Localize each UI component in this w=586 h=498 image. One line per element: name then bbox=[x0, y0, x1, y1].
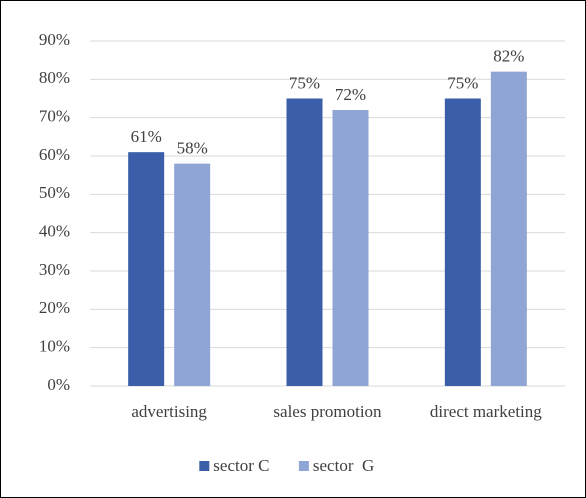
y-tick-label: 40% bbox=[39, 222, 70, 241]
bar bbox=[286, 98, 323, 386]
bar bbox=[174, 163, 211, 386]
bar bbox=[128, 152, 165, 386]
y-tick-label: 0% bbox=[47, 375, 70, 394]
y-tick-label: 60% bbox=[39, 145, 70, 164]
y-tick-label: 70% bbox=[39, 107, 70, 126]
legend-swatch bbox=[298, 461, 309, 471]
y-tick-label: 20% bbox=[39, 298, 70, 317]
y-tick-label: 80% bbox=[39, 68, 70, 87]
y-tick-label: 10% bbox=[39, 337, 70, 356]
legend-swatch bbox=[199, 461, 210, 471]
y-tick-label: 90% bbox=[39, 30, 70, 49]
bar bbox=[332, 110, 369, 386]
bar bbox=[490, 71, 527, 387]
legend-label: sector C bbox=[213, 456, 269, 475]
y-tick-label: 50% bbox=[39, 183, 70, 202]
data-label: 82% bbox=[493, 47, 524, 66]
x-tick-label: advertising bbox=[131, 402, 207, 421]
legend-label: sector G bbox=[313, 456, 374, 475]
x-tick-label: direct marketing bbox=[430, 402, 542, 421]
data-label: 61% bbox=[131, 127, 162, 146]
x-tick-label: sales promotion bbox=[273, 402, 382, 421]
data-label: 75% bbox=[289, 73, 320, 92]
y-tick-label: 30% bbox=[39, 260, 70, 279]
bar bbox=[444, 98, 481, 386]
data-label: 58% bbox=[177, 139, 208, 158]
data-label: 75% bbox=[447, 73, 478, 92]
data-label: 72% bbox=[335, 85, 366, 104]
